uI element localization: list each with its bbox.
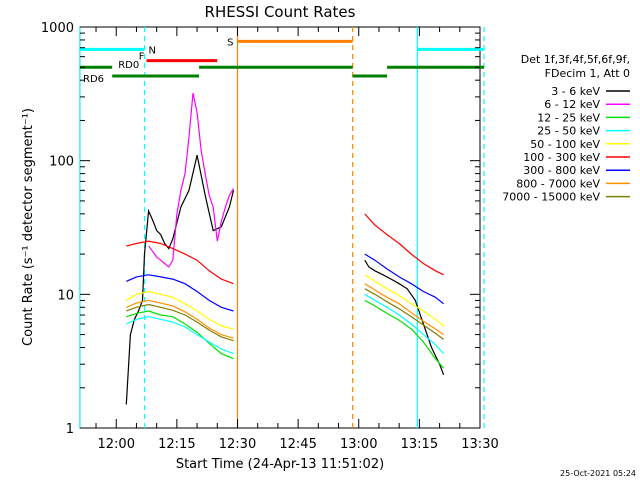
chart-title: RHESSI Count Rates xyxy=(205,3,356,21)
x-tick-label: 13:15 xyxy=(401,437,438,452)
plot-frame xyxy=(79,26,481,429)
x-tick-label: 12:45 xyxy=(279,437,316,452)
legend: Det 1f,3f,4f,5f,6f,9f, FDecim 1, Att 0 3… xyxy=(502,53,630,204)
legend-entry-label: 12 - 25 keV xyxy=(537,111,600,124)
flag-label-n: N xyxy=(149,45,156,56)
x-tick-label: 13:30 xyxy=(461,437,498,452)
legend-entry-label: 25 - 50 keV xyxy=(537,125,600,138)
series-line-1 xyxy=(148,92,235,268)
series-line-3 xyxy=(364,293,445,355)
series-line-6 xyxy=(364,253,444,305)
legend-entry-label: 7000 - 15000 keV xyxy=(502,191,600,204)
y-axis-ticks: 1 10 100 1000 xyxy=(41,21,480,437)
flag-label-f: F xyxy=(139,52,145,63)
y-tick-label: 10 xyxy=(57,288,74,303)
x-tick-label: 12:30 xyxy=(219,437,256,452)
x-tick-label: 12:15 xyxy=(158,437,195,452)
series-line-6 xyxy=(126,274,234,312)
y-tick-label: 1 xyxy=(66,422,74,437)
generation-timestamp: 25-Oct-2021 05:24 xyxy=(560,469,636,478)
flag-label-rd0: RD0 xyxy=(118,60,139,71)
series-line-8 xyxy=(126,303,234,342)
series-line-4 xyxy=(364,274,444,327)
series-line-8 xyxy=(364,288,444,340)
x-tick-label: 12:00 xyxy=(98,437,135,452)
y-tick-label: 100 xyxy=(49,155,74,170)
legend-entry-label: 800 - 7000 keV xyxy=(516,177,600,190)
flag-label-s: S xyxy=(227,37,233,48)
y-axis-label: Count Rate (s⁻¹ detector segment⁻¹) xyxy=(21,108,36,346)
series-line-2 xyxy=(364,299,445,369)
legend-entry-label: 300 - 800 keV xyxy=(523,164,600,177)
legend-entry-label: 3 - 6 keV xyxy=(551,85,600,98)
plot-area: NF S RD0 RD6 xyxy=(79,27,485,428)
series-line-7 xyxy=(126,299,234,339)
legend-entry-label: 100 - 300 keV xyxy=(523,151,600,164)
y-tick-label: 1000 xyxy=(41,21,74,36)
legend-header-line-2: FDecim 1, Att 0 xyxy=(545,67,630,80)
legend-entry-label: 50 - 100 keV xyxy=(530,138,600,151)
series-line-0 xyxy=(364,259,445,376)
x-axis-label: Start Time (24-Apr-13 11:51:02) xyxy=(176,457,384,472)
legend-entry-label: 6 - 12 keV xyxy=(544,98,600,111)
legend-header-line-1: Det 1f,3f,4f,5f,6f,9f, xyxy=(521,53,630,66)
series-line-2 xyxy=(126,310,234,360)
x-tick-label: 13:00 xyxy=(340,437,377,452)
flag-label-rd6: RD6 xyxy=(83,74,104,85)
series-line-4 xyxy=(125,290,234,330)
x-axis-ticks: 12:00 12:15 12:30 12:45 13:00 13:15 13:30 xyxy=(95,27,499,452)
series-line-5 xyxy=(126,240,234,285)
series-line-0 xyxy=(125,154,235,405)
series-line-3 xyxy=(126,316,234,355)
series-line-7 xyxy=(364,283,444,336)
series-line-5 xyxy=(364,213,444,276)
